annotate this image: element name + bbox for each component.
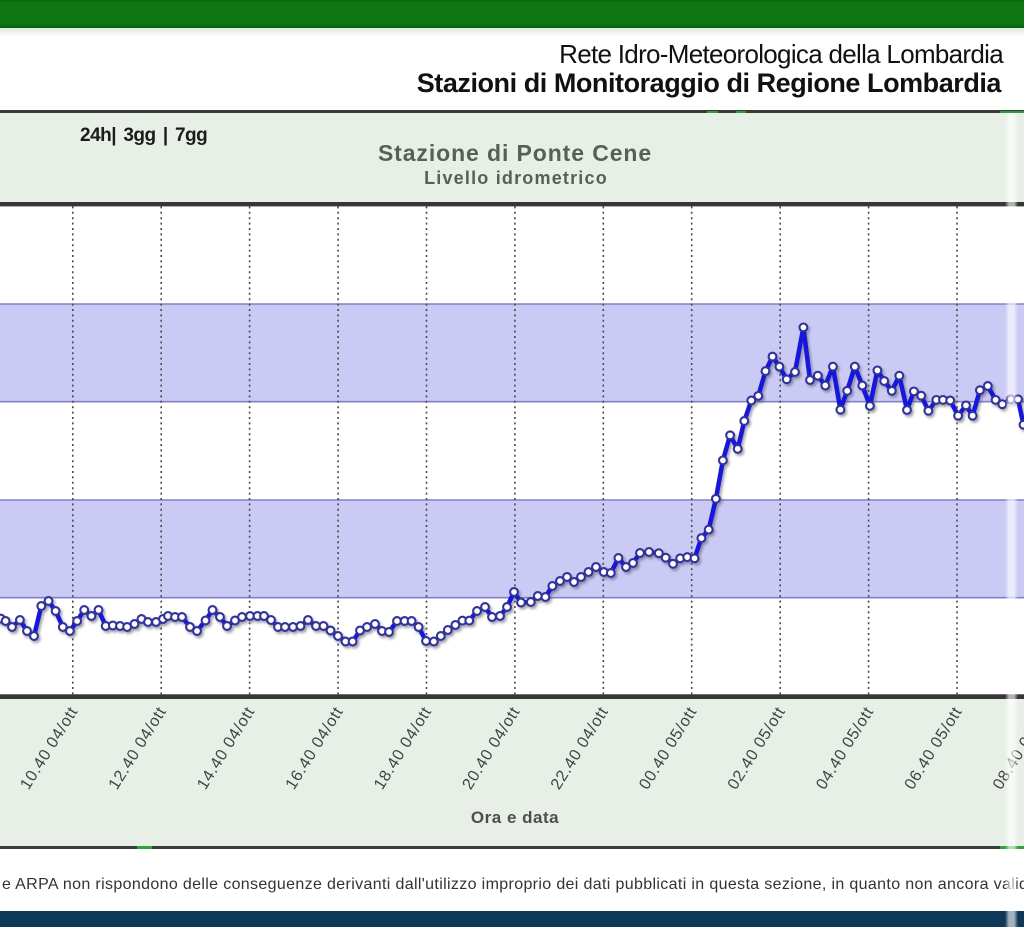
svg-text:16.40 04/ott: 16.40 04/ott: [282, 703, 347, 792]
svg-text:06.40 05/ott: 06.40 05/ott: [901, 703, 966, 792]
svg-text:20.40 04/ott: 20.40 04/ott: [459, 703, 524, 792]
svg-text:18.40 04/ott: 18.40 04/ott: [370, 703, 435, 792]
svg-text:00.40 05/ott: 00.40 05/ott: [636, 703, 701, 792]
svg-text:12.40 04/ott: 12.40 04/ott: [105, 703, 170, 792]
svg-text:10.40 04/ott: 10.40 04/ott: [17, 703, 82, 792]
svg-text:04.40 05/ott: 04.40 05/ott: [812, 703, 877, 792]
svg-text:02.40 05/ott: 02.40 05/ott: [724, 703, 789, 792]
svg-text:14.40 04/ott: 14.40 04/ott: [193, 703, 258, 792]
svg-text:22.40 04/ott: 22.40 04/ott: [547, 703, 612, 792]
